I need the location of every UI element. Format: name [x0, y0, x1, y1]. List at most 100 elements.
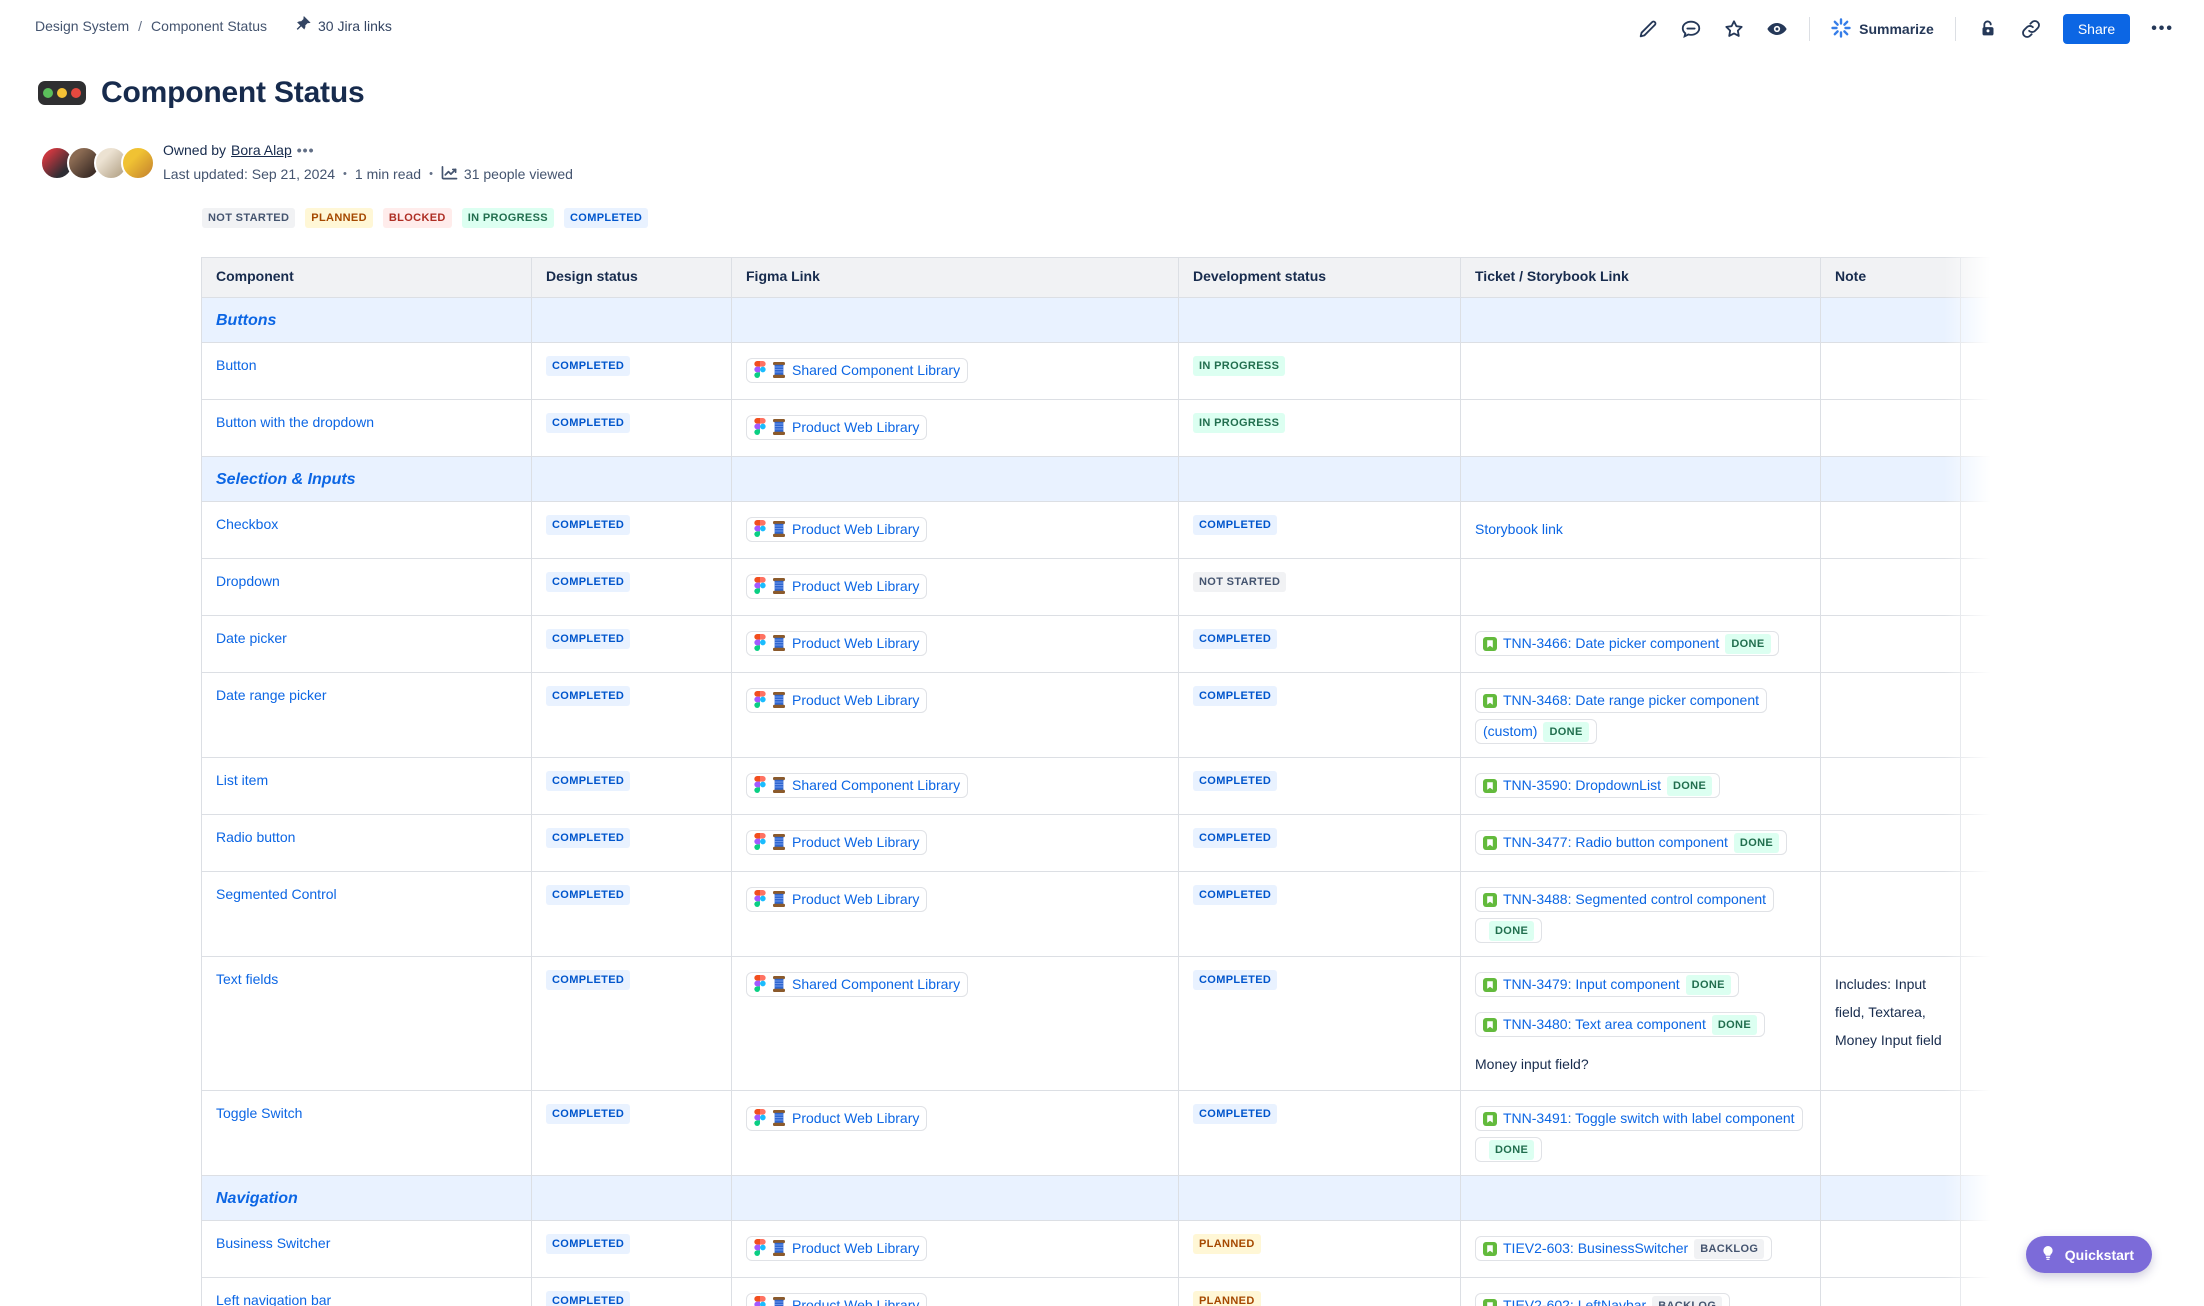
figma-library-link[interactable]: Shared Component Library	[746, 358, 969, 383]
component-link[interactable]: Dropdown	[216, 573, 280, 589]
jira-ticket-link[interactable]: TNN-3488: Segmented control component DON…	[1475, 887, 1775, 943]
comment-icon[interactable]	[1680, 18, 1702, 40]
quickstart-label: Quickstart	[2064, 1246, 2134, 1263]
figma-link-cell: Product Web Library	[731, 672, 1179, 758]
component-link[interactable]: List item	[216, 772, 269, 788]
component-link[interactable]: Checkbox	[216, 516, 279, 532]
component-link[interactable]: Toggle Switch	[216, 1105, 303, 1121]
figma-library-link[interactable]: Product Web Library	[746, 830, 928, 855]
storybook-link[interactable]: Storybook link	[1475, 521, 1563, 537]
ticket-storybook-cell: TNN-3491: Toggle switch with label compo…	[1460, 1090, 1821, 1176]
section-empty-cell	[731, 1175, 1179, 1221]
jira-ticket-link[interactable]: TIEV2-602: LeftNavbar BACKLOG	[1475, 1293, 1731, 1306]
figma-library-link[interactable]: Product Web Library	[746, 574, 928, 599]
owner-link[interactable]: Bora Alap	[231, 142, 292, 158]
breadcrumb-page-link[interactable]: Component Status	[151, 17, 268, 34]
unlock-icon[interactable]	[1977, 18, 1999, 40]
component-link[interactable]: Date picker	[216, 630, 287, 646]
copy-link-icon[interactable]	[2020, 18, 2042, 40]
section-empty-cell	[1820, 456, 1961, 502]
figma-library-link[interactable]: Product Web Library	[746, 1293, 928, 1306]
jira-ticket-link[interactable]: TIEV2-603: BusinessSwitcher BACKLOG	[1475, 1236, 1773, 1261]
jira-ticket-link[interactable]: TNN-3491: Toggle switch with label compo…	[1475, 1106, 1803, 1162]
ghost-cell	[1960, 615, 2001, 673]
ghost-cell	[1960, 1277, 2001, 1306]
owner-more-button[interactable]: •••	[296, 142, 315, 158]
section-empty-cell	[1178, 297, 1461, 343]
figma-link-cell: Product Web Library	[731, 615, 1179, 673]
status-lozenge: COMPLETED	[546, 771, 631, 792]
avatar[interactable]	[121, 146, 155, 180]
status-lozenge: COMPLETED	[1193, 771, 1278, 792]
component-link[interactable]: Button with the dropdown	[216, 414, 374, 430]
status-lozenge: PLANNED	[1193, 1291, 1261, 1306]
summarize-button[interactable]: Summarize	[1831, 17, 1934, 41]
jira-ticket-link[interactable]: TNN-3468: Date range picker component (c…	[1475, 688, 1768, 744]
ghost-cell	[1960, 814, 2001, 872]
ticket-line: TNN-3479: Input component DONE	[1475, 970, 1806, 1001]
table-row-date-range-picker: Date range picker COMPLETED Product Web Li…	[201, 672, 2001, 758]
quickstart-button[interactable]: Quickstart	[2025, 1236, 2152, 1273]
figma-icon	[754, 1294, 766, 1306]
legend-lozenge-blocked: BLOCKED	[382, 208, 452, 228]
figma-library-link[interactable]: Shared Component Library	[746, 773, 969, 798]
section-empty-cell	[531, 297, 732, 343]
jira-ticket-link[interactable]: TNN-3466: Date picker component DONE	[1475, 631, 1779, 656]
jira-ticket-link[interactable]: TNN-3590: DropdownList DONE	[1475, 773, 1721, 798]
component-link[interactable]: Business Switcher	[216, 1235, 331, 1251]
figma-library-link[interactable]: Shared Component Library	[746, 972, 969, 997]
note-cell	[1820, 501, 1961, 559]
table-header-row: Component Design status Figma Link Developm…	[201, 257, 2001, 298]
figma-link-cell: Product Web Library	[731, 399, 1179, 457]
jira-ticket-link[interactable]: TNN-3479: Input component DONE	[1475, 972, 1739, 997]
jira-story-icon	[1483, 689, 1497, 717]
component-cell: Dropdown	[201, 558, 532, 616]
star-icon[interactable]	[1723, 18, 1745, 40]
ticket-storybook-cell: TNN-3488: Segmented control component DON…	[1460, 871, 1821, 957]
breadcrumb: Design System / Component Status 30 Jira…	[35, 16, 392, 35]
figma-link-cell: Product Web Library	[731, 1090, 1179, 1176]
component-link[interactable]: Button	[216, 357, 257, 373]
jira-story-icon	[1483, 632, 1497, 660]
thread-spool-icon	[772, 1107, 786, 1135]
ticket-note-text: Money input field?	[1475, 1056, 1589, 1072]
thread-spool-icon	[772, 888, 786, 916]
watch-eye-icon[interactable]	[1766, 18, 1788, 40]
figma-icon	[754, 888, 766, 916]
breadcrumb-space-link[interactable]: Design System	[35, 17, 130, 34]
section-title: Navigation	[216, 1190, 298, 1207]
section-empty-cell	[1960, 297, 2001, 343]
figma-library-link[interactable]: Product Web Library	[746, 415, 928, 440]
figma-library-link[interactable]: Product Web Library	[746, 631, 928, 656]
component-link[interactable]: Left navigation bar	[216, 1292, 332, 1306]
jira-links-button[interactable]: 30 Jira links	[296, 16, 392, 35]
figma-library-link[interactable]: Product Web Library	[746, 517, 928, 542]
status-lozenge: COMPLETED	[546, 885, 631, 906]
jira-ticket-link[interactable]: TNN-3480: Text area component DONE	[1475, 1012, 1766, 1037]
jira-story-icon	[1483, 973, 1497, 1001]
design-status-cell: COMPLETED	[531, 615, 732, 673]
development-status-cell: COMPLETED	[1178, 757, 1461, 815]
share-button[interactable]: Share	[2062, 14, 2131, 44]
ticket-storybook-cell: TNN-3479: Input component DONE TNN-3480: T…	[1460, 956, 1821, 1091]
section-empty-cell	[1460, 297, 1821, 343]
figma-library-link[interactable]: Product Web Library	[746, 688, 928, 713]
figma-library-link-text: Product Web Library	[792, 521, 920, 537]
ticket-line: TNN-3590: DropdownList DONE	[1475, 771, 1806, 802]
figma-library-link[interactable]: Product Web Library	[746, 1236, 928, 1261]
figma-library-link[interactable]: Product Web Library	[746, 887, 928, 912]
figma-library-link[interactable]: Product Web Library	[746, 1106, 928, 1131]
thread-spool-icon	[772, 575, 786, 603]
note-text: Includes: Input field, Textarea, Money I…	[1835, 976, 1942, 1048]
component-link[interactable]: Text fields	[216, 971, 279, 987]
component-link[interactable]: Segmented Control	[216, 886, 337, 902]
edit-icon[interactable]	[1637, 18, 1659, 40]
ticket-storybook-cell	[1460, 342, 1821, 400]
development-status-cell: COMPLETED	[1178, 814, 1461, 872]
jira-ticket-link[interactable]: TNN-3477: Radio button component DONE	[1475, 830, 1788, 855]
component-link[interactable]: Radio button	[216, 829, 296, 845]
thread-spool-icon	[772, 1294, 786, 1306]
component-link[interactable]: Date range picker	[216, 687, 327, 703]
more-actions-button[interactable]: •••	[2151, 20, 2174, 37]
views-analytics-button[interactable]: 31 people viewed	[441, 165, 573, 183]
